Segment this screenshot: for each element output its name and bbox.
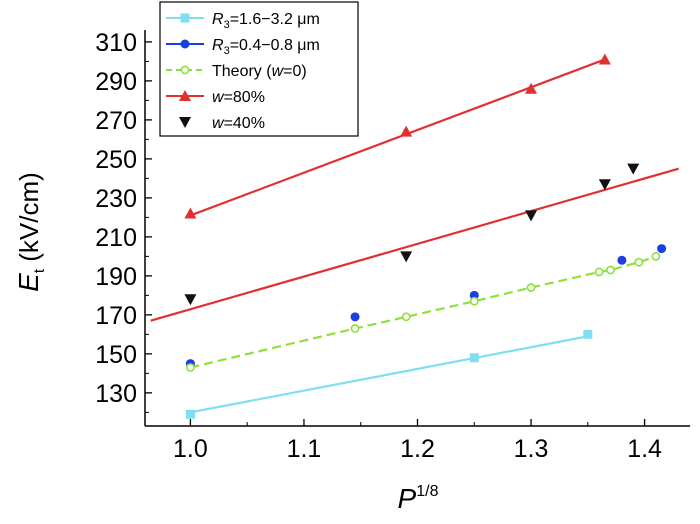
y-tick-label: 190 bbox=[95, 263, 137, 291]
data-point-w40 bbox=[598, 179, 611, 191]
data-point-w40 bbox=[400, 251, 413, 263]
legend-box bbox=[159, 1, 359, 137]
y-tick-label: 170 bbox=[95, 302, 137, 330]
fit-lines bbox=[150, 58, 679, 414]
data-point-theory bbox=[469, 296, 479, 306]
data-point-theory bbox=[186, 363, 195, 372]
data-point-r3_small bbox=[617, 255, 627, 265]
data-point-r3_large bbox=[185, 409, 195, 419]
legend-label-part: Theory ( bbox=[212, 63, 272, 80]
y-tick-label: 230 bbox=[95, 185, 137, 213]
fit-line-w40 bbox=[150, 167, 679, 322]
legend-label-r3_large: R3=1.6−3.2 μm bbox=[212, 11, 320, 31]
y-axis-title-base: E bbox=[13, 273, 44, 292]
legend-label-part: =0) bbox=[283, 63, 307, 80]
y-tick-label: 250 bbox=[95, 146, 137, 174]
legend-label-part: =0.4−0.8 μm bbox=[230, 37, 320, 54]
legend-marker-r3_small bbox=[180, 39, 190, 49]
legend-marker-r3_large bbox=[180, 13, 190, 23]
data-point-r3_large bbox=[469, 353, 479, 363]
fit-line-r3_large bbox=[190, 335, 589, 414]
x-tick-label: 1.0 bbox=[173, 435, 208, 463]
x-tick-label: 1.2 bbox=[400, 435, 435, 463]
y-tick-label: 290 bbox=[95, 68, 137, 96]
data-point-w80 bbox=[598, 53, 611, 65]
legend-marker-w40 bbox=[179, 117, 191, 128]
data-point-theory bbox=[350, 324, 360, 333]
y-tick-label: 270 bbox=[95, 107, 137, 135]
series-line-theory bbox=[190, 255, 657, 369]
data-point-w40 bbox=[627, 163, 640, 175]
data-point-w80 bbox=[184, 207, 197, 219]
legend-label-part: R bbox=[212, 37, 224, 54]
legend-label-r3_small: R3=0.4−0.8 μm bbox=[212, 37, 320, 57]
data-points bbox=[184, 53, 667, 419]
data-point-theory bbox=[634, 257, 644, 267]
data-point-r3_large bbox=[583, 329, 593, 339]
y-tick-label: 310 bbox=[95, 29, 137, 57]
data-point-w80 bbox=[400, 125, 413, 137]
data-point-theory bbox=[401, 312, 411, 322]
y-axis-title-subscript: t bbox=[31, 268, 48, 273]
y-tick-label: 130 bbox=[95, 380, 137, 408]
legend-label-part: =40% bbox=[224, 115, 265, 132]
x-ticks: 1.0 1.1 1.2 1.3 1.4 bbox=[173, 419, 662, 463]
legend-label-part: w bbox=[212, 115, 225, 132]
x-tick-label: 1.3 bbox=[514, 435, 549, 463]
legend-label-part: =1.6−3.2 μm bbox=[230, 11, 320, 28]
fit-line-w80 bbox=[190, 58, 606, 217]
y-axis-title: Et (kV/cm) bbox=[13, 172, 48, 292]
x-tick-label: 1.4 bbox=[627, 435, 662, 463]
legend-label-part: R bbox=[212, 11, 224, 28]
data-point-r3_small bbox=[350, 312, 360, 322]
data-point-w80 bbox=[525, 82, 538, 94]
y-tick-label: 210 bbox=[95, 224, 137, 252]
y-axis-title-unit: (kV/cm) bbox=[14, 172, 44, 269]
x-axis-title: P1/8 bbox=[398, 483, 439, 514]
legend-label-part: w bbox=[212, 89, 225, 106]
data-point-theory bbox=[594, 267, 604, 277]
y-tick-label: 150 bbox=[95, 341, 137, 369]
x-tick-label: 1.1 bbox=[287, 435, 322, 463]
data-point-theory bbox=[526, 283, 536, 292]
data-point-r3_small bbox=[657, 244, 667, 254]
legend-label-w80: w=80% bbox=[212, 89, 265, 106]
x-axis-title-superscript: 1/8 bbox=[416, 483, 438, 500]
data-point-w40 bbox=[184, 294, 197, 306]
legend-label-part: 3 bbox=[224, 19, 230, 31]
y-ticks: 130 150 170 190 210 230 250 270 290 310 bbox=[95, 29, 152, 413]
data-point-theory bbox=[606, 265, 615, 275]
x-axis-title-base: P bbox=[398, 483, 417, 514]
legend-label-theory: Theory (w=0) bbox=[212, 63, 307, 80]
legend-label-part: 3 bbox=[224, 45, 230, 57]
legend-label-w40: w=40% bbox=[212, 115, 265, 132]
legend-label-part: =80% bbox=[224, 89, 265, 106]
data-point-theory bbox=[651, 251, 661, 261]
legend-marker-theory bbox=[180, 65, 190, 75]
data-point-w40 bbox=[525, 210, 538, 222]
legend-marker-w80 bbox=[179, 90, 191, 101]
legend-label-part: w bbox=[272, 63, 285, 80]
